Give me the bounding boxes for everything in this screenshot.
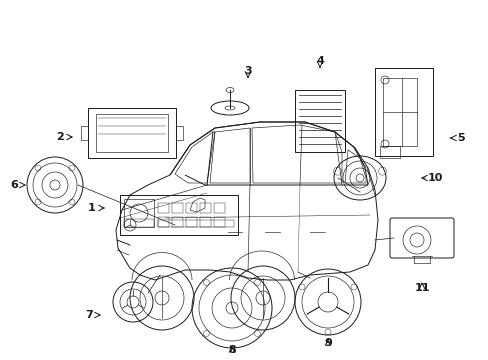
Bar: [172, 203, 183, 213]
Text: 2: 2: [56, 132, 64, 142]
Text: 1: 1: [88, 203, 96, 213]
Bar: [158, 217, 169, 227]
Text: 5: 5: [456, 133, 464, 143]
Bar: [81, 126, 88, 140]
Bar: [185, 217, 197, 227]
Bar: [88, 108, 176, 158]
Text: 8: 8: [228, 345, 235, 355]
Bar: [124, 219, 154, 227]
Bar: [214, 203, 224, 213]
Bar: [200, 203, 210, 213]
Bar: [158, 203, 169, 213]
Bar: [379, 146, 399, 158]
Bar: [214, 217, 224, 227]
Text: 11: 11: [413, 283, 429, 293]
Text: 4: 4: [315, 56, 323, 66]
Text: 6: 6: [10, 180, 18, 190]
Bar: [124, 199, 154, 227]
Bar: [120, 195, 238, 235]
Text: 3: 3: [244, 66, 251, 76]
Text: 10: 10: [427, 173, 442, 183]
Bar: [185, 203, 197, 213]
Bar: [374, 68, 432, 156]
Bar: [172, 217, 183, 227]
Bar: [158, 220, 234, 227]
Bar: [382, 78, 416, 146]
Text: 9: 9: [324, 338, 331, 348]
Bar: [176, 126, 183, 140]
Bar: [294, 90, 345, 152]
Bar: [96, 114, 168, 152]
Text: 7: 7: [85, 310, 93, 320]
Bar: [200, 217, 210, 227]
